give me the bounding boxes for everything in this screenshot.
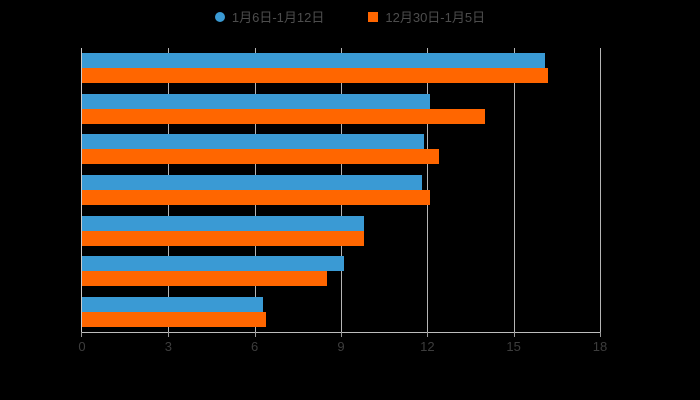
tick-mark-18 — [600, 332, 601, 337]
bar-series-1[interactable] — [82, 93, 431, 109]
tick-mark-9 — [341, 332, 342, 337]
bar-series-1[interactable] — [82, 256, 344, 272]
plot-area: 0 3 6 9 12 15 18 德国其他韩国美国英国日本中国 — [78, 48, 607, 354]
bar-series-2[interactable] — [82, 68, 549, 84]
bar-series-2[interactable] — [82, 149, 439, 165]
x-tick-label-18: 18 — [592, 339, 608, 354]
bar-series-2[interactable] — [82, 190, 431, 205]
legend-square-icon — [368, 12, 379, 22]
gridline-15 — [513, 48, 515, 332]
x-tick-label-6: 6 — [251, 339, 259, 354]
bar-series-2[interactable] — [82, 311, 267, 327]
legend-item-series-2[interactable]: 12月30日-1月5日 — [368, 11, 485, 24]
tick-mark-15 — [513, 332, 515, 337]
x-tick-label-3: 3 — [164, 339, 172, 354]
legend-circle-icon — [214, 12, 225, 22]
x-tick-label-12: 12 — [420, 339, 435, 354]
tick-mark-12 — [427, 332, 429, 337]
tick-mark-0 — [81, 332, 82, 337]
x-tick-label-9: 9 — [337, 339, 345, 354]
legend-label-series-1: 1月6日-1月12日 — [231, 9, 325, 25]
gridline-18 — [600, 48, 601, 332]
legend-item-series-1[interactable]: 1月6日-1月12日 — [214, 9, 325, 25]
bar-series-1[interactable] — [82, 134, 425, 150]
bar-series-2[interactable] — [82, 271, 327, 287]
bar-series-2[interactable] — [82, 230, 365, 246]
bar-series-1[interactable] — [82, 215, 365, 231]
bar-series-2[interactable] — [82, 108, 485, 124]
bar-series-1[interactable] — [82, 296, 264, 312]
x-tick-label-15: 15 — [506, 339, 521, 354]
x-tick-label-0: 0 — [78, 339, 86, 354]
legend-label-series-2: 12月30日-1月5日 — [385, 9, 486, 25]
chart-legend: 1月6日-1月12日 12月30日-1月5日 — [0, 6, 700, 28]
bar-series-1[interactable] — [82, 175, 422, 190]
y-axis-line — [81, 48, 82, 332]
tick-mark-6 — [254, 332, 256, 337]
x-axis-line — [81, 332, 600, 333]
tick-mark-3 — [168, 332, 170, 337]
bar-series-1[interactable] — [82, 53, 546, 69]
